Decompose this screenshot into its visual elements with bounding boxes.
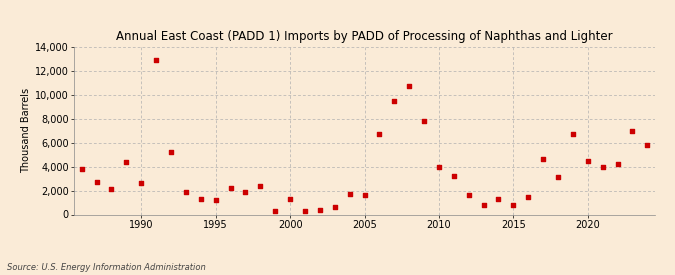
Point xyxy=(151,58,161,62)
Point xyxy=(583,158,593,163)
Point xyxy=(627,128,638,133)
Point xyxy=(359,193,370,197)
Point xyxy=(225,186,236,190)
Text: Source: U.S. Energy Information Administration: Source: U.S. Energy Information Administ… xyxy=(7,263,205,272)
Point xyxy=(404,84,414,89)
Point xyxy=(568,132,578,136)
Point xyxy=(612,162,623,166)
Point xyxy=(121,160,132,164)
Point xyxy=(433,164,444,169)
Point xyxy=(597,164,608,169)
Point xyxy=(508,203,519,207)
Title: Annual East Coast (PADD 1) Imports by PADD of Processing of Naphthas and Lighter: Annual East Coast (PADD 1) Imports by PA… xyxy=(116,30,613,43)
Point xyxy=(478,203,489,207)
Point xyxy=(329,205,340,210)
Point xyxy=(493,197,504,201)
Point xyxy=(642,143,653,147)
Point xyxy=(91,180,102,184)
Point xyxy=(106,187,117,191)
Point xyxy=(255,183,266,188)
Point xyxy=(374,132,385,136)
Point xyxy=(285,197,296,201)
Point xyxy=(448,174,459,178)
Y-axis label: Thousand Barrels: Thousand Barrels xyxy=(21,88,30,173)
Point xyxy=(210,198,221,202)
Point xyxy=(463,193,474,197)
Point xyxy=(315,208,325,212)
Point xyxy=(76,167,87,171)
Point xyxy=(418,119,429,123)
Point xyxy=(523,194,534,199)
Point xyxy=(389,98,400,103)
Point xyxy=(195,197,206,201)
Point xyxy=(300,209,310,213)
Point xyxy=(538,157,549,162)
Point xyxy=(270,209,281,213)
Point xyxy=(240,189,251,194)
Point xyxy=(180,189,191,194)
Point xyxy=(165,150,176,154)
Point xyxy=(136,181,146,186)
Point xyxy=(344,192,355,196)
Point xyxy=(553,175,564,180)
